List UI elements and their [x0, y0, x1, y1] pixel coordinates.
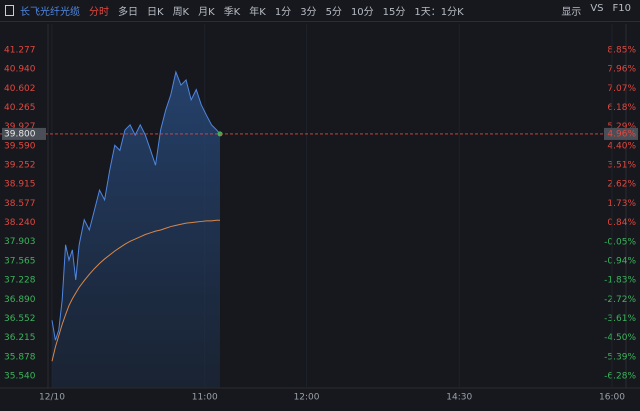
y-tick-label: 39.252 — [4, 161, 36, 171]
period-tabs: 分时 多日 日K 周K 月K 季K 年K 1分 3分 5分 10分 15分 1天：1分K — [89, 3, 473, 18]
y-tick-label: 39.590 — [4, 141, 36, 151]
y-tick-label: 36.890 — [4, 295, 36, 305]
period-tab[interactable]: 分时 — [89, 7, 109, 18]
y2-tick-label: 8.85% — [607, 46, 636, 56]
y-tick-label: 35.540 — [4, 372, 36, 382]
y2-tick-label: -1.83% — [604, 276, 636, 286]
toolbar-button[interactable]: 显示 — [561, 7, 582, 18]
x-tick-label: 12:00 — [294, 393, 320, 403]
y2-tick-label: -0.94% — [604, 256, 636, 266]
period-tab[interactable]: 季K — [223, 7, 241, 18]
period-tab[interactable]: 3分 — [300, 7, 317, 18]
y2-tick-label: 6.18% — [607, 103, 636, 113]
period-tab[interactable]: 1天：1分K — [414, 7, 464, 18]
period-tab[interactable]: 15分 — [382, 7, 406, 18]
y2-tick-label: -5.39% — [604, 352, 636, 362]
y2-tick-label: -4.50% — [604, 333, 636, 343]
y2-tick-label: 2.62% — [607, 180, 636, 190]
toolbar-button[interactable]: VS — [590, 3, 604, 14]
toolbar-right: 显示 VS F10 — [561, 3, 640, 18]
period-tab[interactable]: 1分 — [274, 7, 292, 18]
y2-tick-label: 4.40% — [607, 141, 636, 151]
y-tick-label: 38.577 — [4, 199, 36, 209]
price-area — [52, 71, 220, 388]
x-tick-label: 14:30 — [446, 393, 472, 403]
x-tick-label: 11:00 — [192, 393, 218, 403]
y-tick-label: 38.240 — [4, 218, 36, 228]
y-tick-label: 40.602 — [4, 84, 36, 94]
current-price-label: 39.800 — [4, 129, 36, 139]
y2-tick-label: 7.07% — [607, 84, 636, 94]
period-tab[interactable]: 年K — [249, 7, 266, 18]
average-line — [51, 219, 220, 362]
price-line — [51, 70, 221, 341]
y-tick-label: 40.940 — [4, 65, 36, 75]
y2-tick-label: -3.61% — [604, 314, 636, 324]
y-tick-label: 39.927 — [4, 122, 36, 132]
y-tick-label: 41.277 — [4, 46, 36, 56]
panel-icon[interactable] — [5, 5, 14, 16]
toolbar-button[interactable]: F10 — [612, 3, 631, 14]
y2-tick-label: 1.73% — [607, 199, 636, 209]
x-tick-label: 12/10 — [39, 393, 65, 403]
y2-tick-label: 7.96% — [607, 65, 636, 75]
current-change-label: 4.96% — [607, 129, 636, 139]
y-tick-label: 38.915 — [4, 180, 36, 190]
period-tab[interactable]: 多日 — [118, 7, 138, 18]
y-tick-label: 35.878 — [4, 352, 36, 362]
y2-tick-label: -6.28% — [604, 372, 636, 382]
y2-tick-label: -0.05% — [604, 237, 636, 247]
y2-tick-label: 5.29% — [607, 122, 636, 132]
y-tick-label: 37.228 — [4, 276, 36, 286]
current-price-box — [2, 127, 46, 140]
period-tab[interactable]: 月K — [198, 7, 215, 18]
period-tab[interactable]: 周K — [172, 7, 190, 18]
y2-tick-label: -2.72% — [604, 295, 636, 305]
y2-tick-label: 3.51% — [607, 161, 636, 171]
period-tab[interactable]: 10分 — [350, 7, 374, 18]
x-tick-label: 16:00 — [599, 393, 625, 403]
y-tick-label: 40.265 — [4, 103, 36, 113]
y-tick-label: 36.552 — [4, 314, 36, 324]
y-tick-label: 37.903 — [4, 237, 36, 247]
stock-name[interactable]: 长飞光纤光缆 — [20, 7, 80, 18]
y2-tick-label: 0.84% — [607, 218, 636, 228]
period-tab[interactable]: 日K — [147, 7, 164, 18]
y-tick-label: 36.215 — [4, 333, 36, 343]
y-tick-label: 37.565 — [4, 256, 36, 266]
period-tab[interactable]: 5分 — [325, 7, 342, 18]
current-change-box — [604, 127, 638, 140]
toolbar: 长飞光纤光缆 分时 多日 日K 周K 月K 季K 年K 1分 3分 5分 10分 15分 1天：1分K … — [0, 0, 640, 22]
